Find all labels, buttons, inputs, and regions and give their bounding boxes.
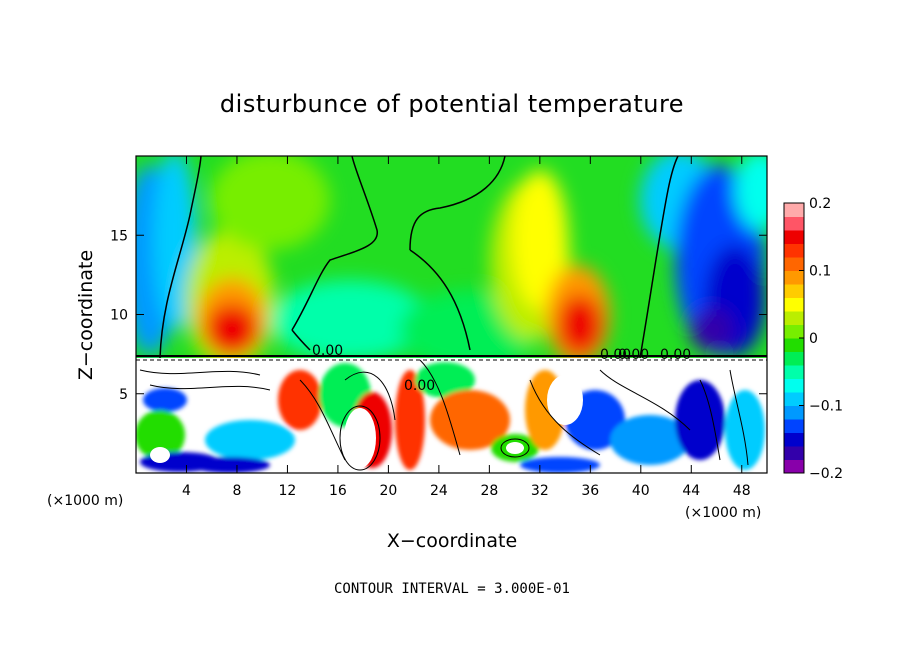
lower-contours	[139, 359, 749, 471]
colorbar: 0.2 0.1 0 −0.1 −0.2	[783, 196, 843, 482]
colorbar-swatch	[784, 392, 804, 406]
x-axis: 4 8 12 16 20 24 28 32 36 40 44 48	[182, 156, 751, 499]
chart-title: disturbunce of potential temperature	[220, 90, 684, 118]
contour-label: 0.00	[618, 347, 649, 363]
colorbar-swatch	[784, 459, 804, 474]
x-tick-label: 48	[733, 483, 751, 499]
contour-label: 0.00	[312, 343, 343, 359]
colorbar-tick-label: 0	[809, 331, 818, 347]
x-tick-label: 12	[279, 483, 297, 499]
zero-contours	[159, 156, 679, 359]
colorbar-tick-label: −0.1	[809, 399, 843, 415]
colorbar-swatch	[784, 351, 804, 366]
x-tick-label: 28	[480, 483, 498, 499]
colorbar-swatch	[784, 378, 804, 393]
y-axis: 5 10 15	[110, 228, 767, 403]
x-unit-label-right: (×1000 m)	[685, 505, 761, 521]
colorbar-swatch	[784, 311, 804, 325]
x-tick-label: 20	[379, 483, 397, 499]
heatmap-field	[136, 156, 767, 473]
x-tick-label: 8	[232, 483, 241, 499]
x-tick-label: 32	[531, 483, 549, 499]
colorbar-swatch	[784, 365, 804, 379]
colorbar-swatch	[784, 203, 804, 217]
y-tick-label: 5	[119, 387, 128, 403]
colorbar-swatch	[784, 419, 804, 433]
colorbar-swatch	[784, 257, 804, 271]
x-tick-label: 16	[329, 483, 347, 499]
x-axis-title: X−coordinate	[387, 530, 517, 552]
contour-labels: 0.00 0.00 0.00 0.00 0.00	[312, 343, 691, 394]
colorbar-swatch	[784, 446, 804, 460]
colorbar-swatch	[784, 230, 804, 244]
contour-label: 0.00	[600, 347, 631, 363]
contour-label: 0.00	[660, 347, 691, 363]
colorbar-swatch	[784, 297, 804, 312]
contour-label: 0.00	[404, 378, 435, 394]
x-tick-label: 44	[682, 483, 700, 499]
y-axis-title: Z−coordinate	[75, 250, 97, 380]
upper-layer-blobs	[136, 156, 767, 370]
colorbar-swatch	[784, 284, 804, 298]
lower-layer-white-cells	[150, 375, 583, 468]
colorbar-tick-label: 0.1	[809, 264, 831, 280]
colorbar-swatch	[784, 270, 804, 285]
x-tick-label: 36	[581, 483, 599, 499]
colorbar-swatch	[784, 324, 804, 339]
y-tick-label: 15	[110, 228, 128, 244]
x-tick-label: 40	[632, 483, 650, 499]
colorbar-swatch	[784, 243, 804, 258]
colorbar-swatch	[784, 405, 804, 420]
colorbar-tick-label: −0.2	[809, 466, 843, 482]
colorbar-tick-label: 0.2	[809, 196, 831, 212]
contour-interval-note: CONTOUR INTERVAL = 3.000E-01	[334, 581, 570, 597]
colorbar-swatch	[784, 432, 804, 447]
x-unit-label-left: (×1000 m)	[47, 493, 123, 509]
x-tick-label: 4	[182, 483, 191, 499]
colorbar-swatch	[784, 338, 804, 352]
x-tick-label: 24	[430, 483, 448, 499]
colorbar-swatch	[784, 216, 804, 231]
y-tick-label: 10	[110, 308, 128, 324]
